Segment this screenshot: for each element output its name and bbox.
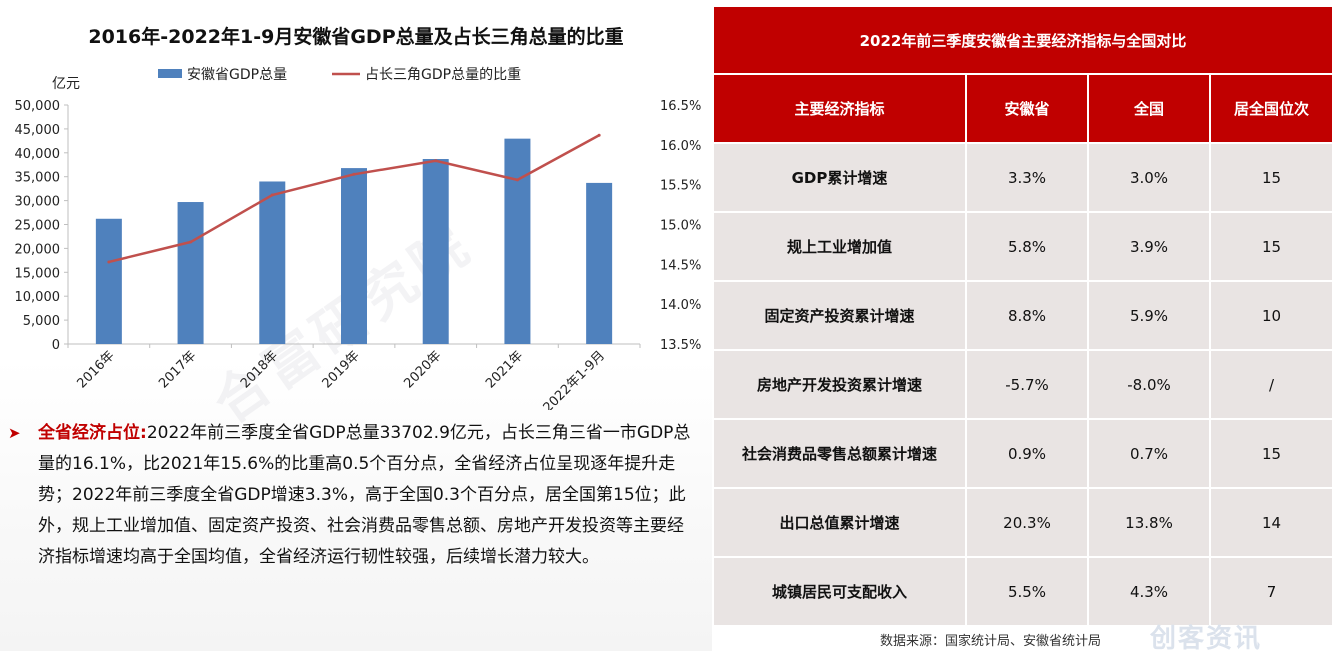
cell-rank: / [1208, 349, 1335, 420]
cell-national: 3.0% [1087, 142, 1211, 213]
line-point [189, 240, 193, 244]
watermark-logo: 创客资讯 [1150, 624, 1263, 654]
cell-rank: 15 [1208, 418, 1335, 489]
y2-tick-label: 15.0% [660, 219, 701, 234]
cell-rank: 15 [1208, 211, 1335, 282]
table-row: 固定资产投资累计增速 8.8% 5.9% 10 [712, 280, 1335, 351]
bar [422, 159, 449, 344]
bar [177, 202, 204, 344]
table-row: 城镇居民可支配收入 5.5% 4.3% 7 [712, 556, 1335, 627]
cell-national: 3.9% [1087, 211, 1211, 282]
bullet-heading: 全省经济占位: [38, 423, 147, 443]
chart-title: 2016年-2022年1-9月安徽省GDP总量及占长三角总量的比重 [88, 26, 624, 48]
table-title: 2022年前三季度安徽省主要经济指标与全国对比 [711, 5, 1335, 75]
table-row: 社会消费品零售总额累计增速 0.9% 0.7% 15 [712, 418, 1335, 489]
cell-anhui: -5.7% [965, 349, 1089, 420]
header-rank: 居全国位次 [1208, 73, 1335, 144]
bullet-text-block: 全省经济占位:2022年前三季度全省GDP总量33702.9亿元，占长三角三省一… [38, 418, 698, 573]
header-indicator: 主要经济指标 [712, 73, 967, 144]
bar [586, 182, 613, 344]
y2-tick-label: 13.5% [660, 338, 701, 353]
y-tick-label: 45,000 [15, 123, 61, 138]
cell-national: -8.0% [1087, 349, 1211, 420]
chart-legend: 安徽省GDP总量 占长三角GDP总量的比重 [158, 67, 521, 83]
gdp-combo-chart: 安徽省GDP总量 占长三角GDP总量的比重 亿元 0 5,000 10,000 15,… [15, 67, 702, 410]
y-tick-label: 40,000 [15, 147, 61, 162]
y-tick-label: 30,000 [15, 195, 61, 210]
bar [95, 218, 122, 344]
table-row: 出口总值累计增速 20.3% 13.8% 14 [712, 487, 1335, 558]
line-point [270, 193, 274, 197]
cell-rank: 7 [1208, 556, 1335, 627]
comparison-table-container: 2022年前三季度安徽省主要经济指标与全国对比 主要经济指标 安徽省 全国 居全… [711, 5, 1335, 627]
cell-anhui: 3.3% [965, 142, 1089, 213]
cell-indicator: 城镇居民可支配收入 [712, 556, 967, 627]
bullet-arrow-icon: ➤ [8, 424, 21, 442]
legend-bar-swatch [158, 69, 182, 78]
comparison-table: 2022年前三季度安徽省主要经济指标与全国对比 主要经济指标 安徽省 全国 居全… [711, 5, 1335, 627]
bar [259, 181, 286, 344]
source-note: 数据来源：国家统计局、安徽省统计局 [880, 634, 1102, 649]
cell-indicator: 社会消费品零售总额累计增速 [712, 418, 967, 489]
y2-tick-label: 14.0% [660, 298, 701, 313]
cell-anhui: 0.9% [965, 418, 1089, 489]
y-tick-label: 35,000 [15, 171, 61, 186]
y2-tick-label: 16.0% [660, 139, 701, 154]
cell-anhui: 20.3% [965, 487, 1089, 558]
bar [504, 138, 531, 344]
header-anhui: 安徽省 [965, 73, 1089, 144]
y-tick-label: 5,000 [23, 314, 60, 329]
y2-tick-label: 14.5% [660, 258, 701, 273]
line-point [515, 178, 519, 182]
x-tick-label: 2017年 [156, 348, 199, 391]
y-tick-label: 20,000 [15, 242, 61, 257]
line-point [352, 172, 356, 176]
legend-bar-label: 安徽省GDP总量 [187, 67, 287, 83]
cell-rank: 15 [1208, 142, 1335, 213]
cell-rank: 10 [1208, 280, 1335, 351]
cell-indicator: 规上工业增加值 [712, 211, 967, 282]
header-national: 全国 [1087, 73, 1211, 144]
y2-tick-label: 16.5% [660, 99, 701, 114]
table-row: 规上工业增加值 5.8% 3.9% 15 [712, 211, 1335, 282]
legend-line-label: 占长三角GDP总量的比重 [365, 67, 521, 83]
x-tick-label: 2019年 [320, 348, 363, 391]
cell-national: 0.7% [1087, 418, 1211, 489]
x-tick-label: 2020年 [401, 348, 444, 391]
cell-national: 4.3% [1087, 556, 1211, 627]
cell-anhui: 5.8% [965, 211, 1089, 282]
table-row: 房地产开发投资累计增速 -5.7% -8.0% / [712, 349, 1335, 420]
cell-indicator: 房地产开发投资累计增速 [712, 349, 967, 420]
y-tick-label: 10,000 [15, 290, 61, 305]
line-point [107, 260, 111, 264]
table-row: GDP累计增速 3.3% 3.0% 15 [712, 142, 1335, 213]
x-tick-label: 2022年1-9月 [541, 348, 608, 410]
y-tick-label: 15,000 [15, 266, 61, 281]
x-tick-label: 2021年 [483, 348, 526, 391]
y2-tick-label: 15.5% [660, 179, 701, 194]
table-header-row: 主要经济指标 安徽省 全国 居全国位次 [712, 73, 1335, 144]
cell-indicator: GDP累计增速 [712, 142, 967, 213]
cell-indicator: 固定资产投资累计增速 [712, 280, 967, 351]
line-point [597, 133, 601, 137]
cell-anhui: 8.8% [965, 280, 1089, 351]
x-tick-label: 2018年 [238, 348, 281, 391]
cell-anhui: 5.5% [965, 556, 1089, 627]
bar [341, 168, 367, 344]
cell-national: 5.9% [1087, 280, 1211, 351]
cell-rank: 14 [1208, 487, 1335, 558]
line-point [434, 159, 438, 163]
cell-indicator: 出口总值累计增速 [712, 487, 967, 558]
y-tick-label: 0 [52, 338, 60, 353]
table-title-row: 2022年前三季度安徽省主要经济指标与全国对比 [711, 5, 1335, 75]
bullet-paragraph: ➤ 全省经济占位:2022年前三季度全省GDP总量33702.9亿元，占长三角三… [8, 418, 698, 573]
y-tick-label: 50,000 [15, 99, 61, 114]
y-axis-unit-label: 亿元 [52, 76, 80, 92]
plot-area: 0 5,000 10,000 15,000 20,000 25,000 30,000 35,0… [15, 99, 702, 410]
x-tick-label: 2016年 [74, 348, 117, 391]
bullet-body: 2022年前三季度全省GDP总量33702.9亿元，占长三角三省一市GDP总量的… [38, 423, 691, 567]
cell-national: 13.8% [1087, 487, 1211, 558]
y-tick-label: 25,000 [15, 219, 61, 234]
